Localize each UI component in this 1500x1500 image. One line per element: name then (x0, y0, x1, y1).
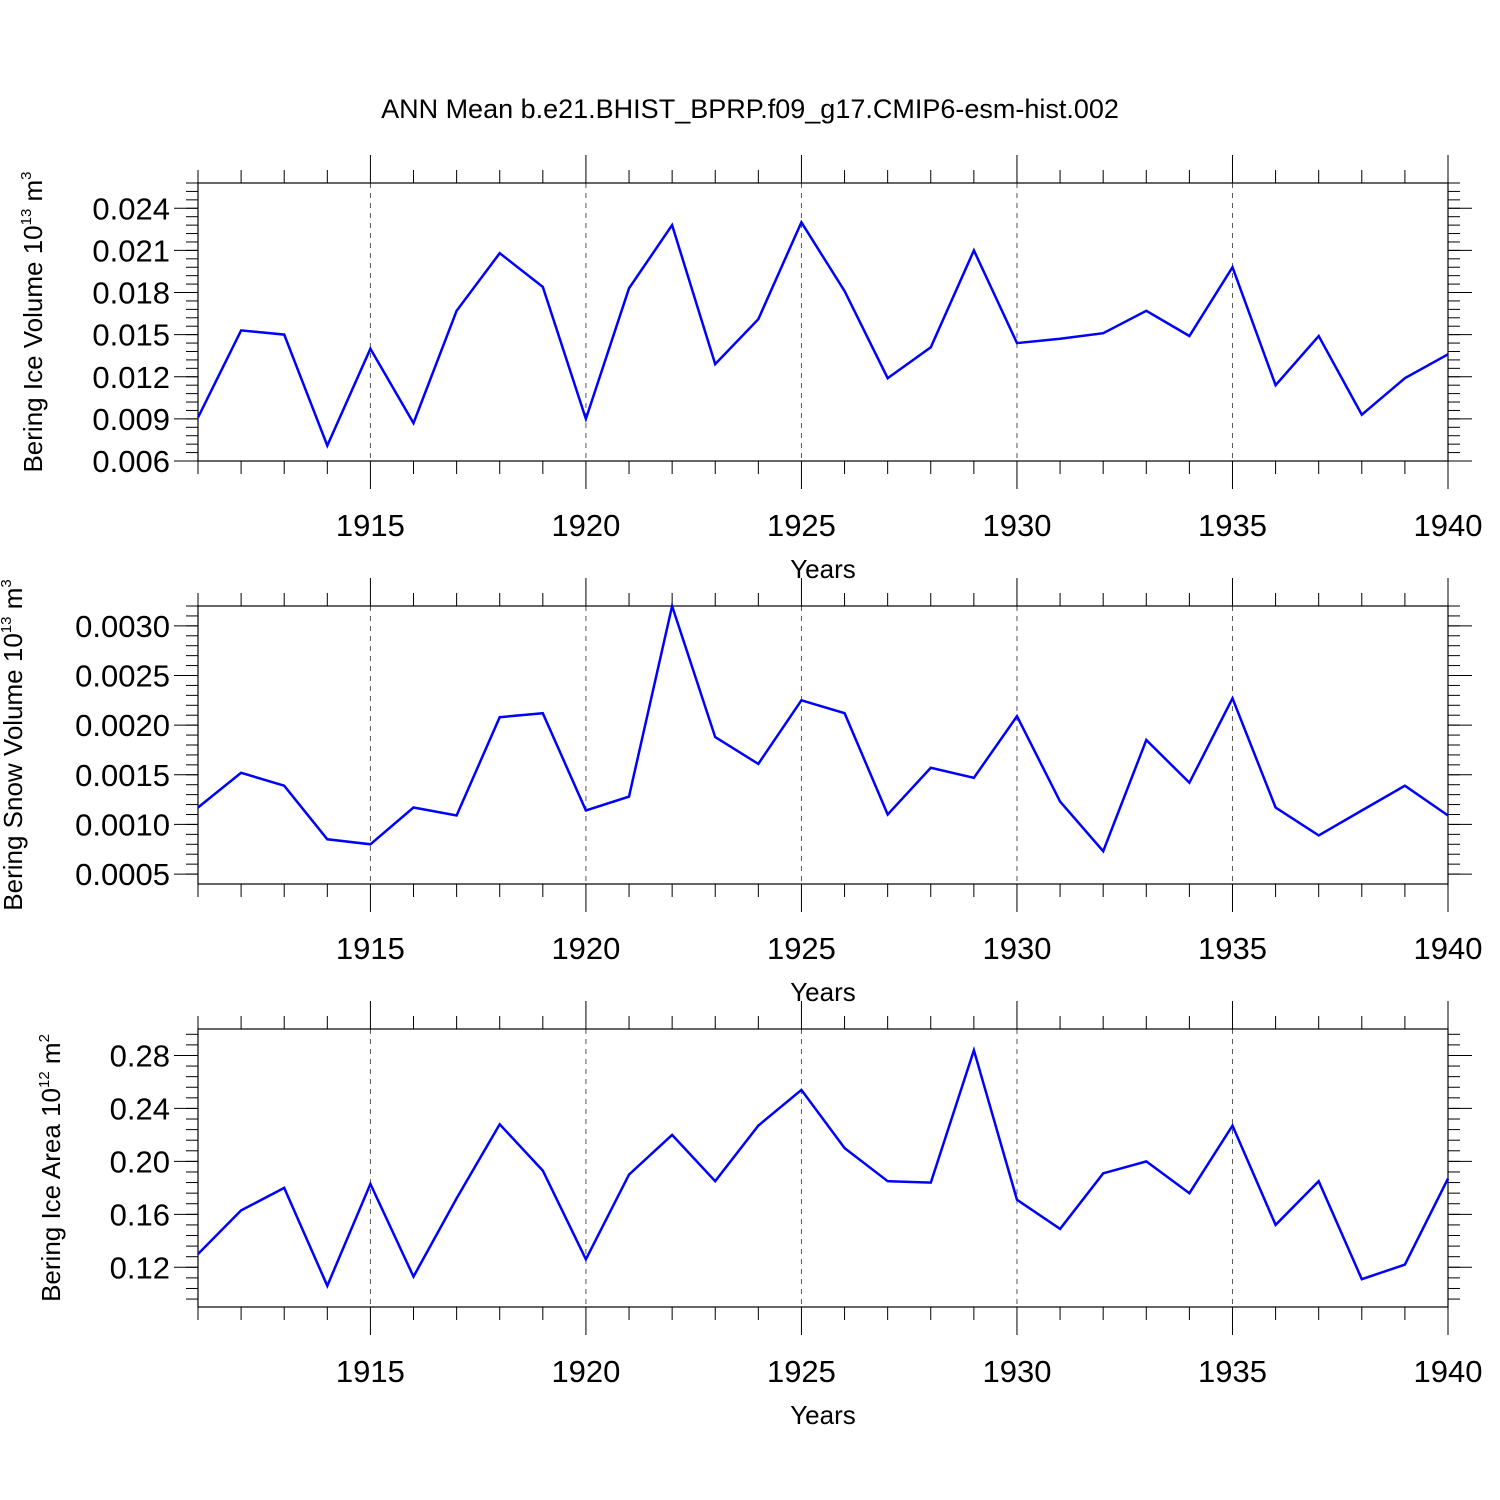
y-tick-label: 0.0005 (75, 857, 170, 892)
x-tick-label: 1915 (336, 1354, 405, 1389)
panel-1: 0.006 0.009 0.012 0.015 0.018 0.021 0.024 1915 1… (18, 155, 1482, 584)
x-axis-title: Years (790, 554, 856, 584)
y-tick-label: 0.015 (92, 318, 170, 353)
x-tick-label: 1930 (982, 931, 1051, 966)
y-tick-label: 0.006 (92, 444, 170, 479)
y-tick-label: 0.021 (92, 233, 170, 268)
y-tick-label: 0.20 (110, 1144, 170, 1179)
plot-frame (197, 1028, 1449, 1308)
x-axis-title: Years (790, 1400, 856, 1430)
y-axis-title: Bering Snow Volume 1013 m3 (0, 579, 28, 910)
y-tick-label: 0.0020 (75, 708, 170, 743)
plot-frame (197, 605, 1449, 885)
series-line (196, 219, 1449, 449)
y-tick-label: 0.0030 (75, 609, 170, 644)
x-axis-title: Years (790, 977, 856, 1007)
y-tick-label: 0.009 (92, 402, 170, 437)
y-tick-label: 0.28 (110, 1038, 170, 1073)
y-axis-title: Bering Ice Volume 1013 m3 (18, 171, 48, 472)
y-tick-label: 0.0025 (75, 659, 170, 694)
x-tick-label: 1925 (767, 508, 836, 543)
plot-frame (197, 182, 1449, 462)
x-tick-label: 1920 (551, 1354, 620, 1389)
x-tick-label: 1940 (1414, 931, 1483, 966)
series-line (197, 1045, 1450, 1289)
x-tick-label: 1920 (551, 931, 620, 966)
x-tick-label: 1915 (336, 508, 405, 543)
x-tick-label: 1930 (982, 508, 1051, 543)
y-tick-label: 0.0015 (75, 758, 170, 793)
x-tick-label: 1935 (1198, 1354, 1267, 1389)
y-tick-label: 0.012 (92, 360, 170, 395)
y-tick-label: 0.0010 (75, 807, 170, 842)
x-tick-label: 1930 (982, 1354, 1051, 1389)
y-axis-title: Bering Ice Area 1012 m2 (36, 1034, 66, 1302)
y-tick-label: 0.24 (110, 1091, 170, 1126)
x-tick-label: 1915 (336, 931, 405, 966)
y-tick-label: 0.16 (110, 1197, 170, 1232)
series-line (197, 601, 1449, 854)
x-tick-label: 1940 (1414, 508, 1483, 543)
panel-2: 0.0005 0.0010 0.0015 0.0020 0.0025 0.0030 1915… (0, 578, 1482, 1007)
panel-3: 0.12 0.16 0.20 0.24 0.28 1915 1920 1925 1930 1935… (36, 1001, 1482, 1430)
x-tick-label: 1935 (1198, 508, 1267, 543)
x-tick-label: 1935 (1198, 931, 1267, 966)
y-tick-label: 0.018 (92, 276, 170, 311)
x-tick-label: 1925 (767, 931, 836, 966)
x-tick-label: 1925 (767, 1354, 836, 1389)
x-tick-label: 1920 (551, 508, 620, 543)
y-tick-label: 0.12 (110, 1250, 170, 1285)
y-tick-label: 0.024 (92, 191, 170, 226)
x-tick-label: 1940 (1414, 1354, 1483, 1389)
chart-title: ANN Mean b.e21.BHIST_BPRP.f09_g17.CMIP6-… (381, 94, 1119, 124)
